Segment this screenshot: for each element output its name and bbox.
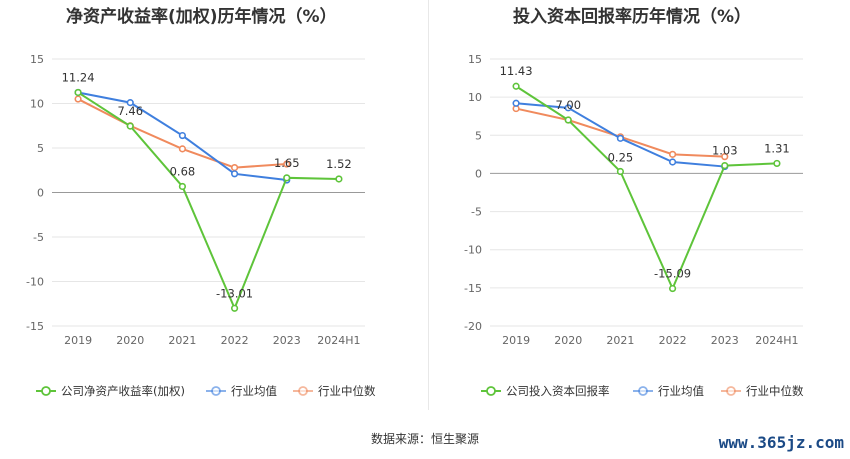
left-chart-title: 净资产收益率(加权)历年情况（%）: [66, 7, 337, 27]
chart-1-series-0-point: [616, 167, 625, 176]
chart-1-y-tick-label: 0: [475, 167, 482, 180]
chart-1-data-label: 1.03: [712, 144, 738, 158]
chart-1-series-1-point: [616, 134, 625, 142]
chart-1-y-tick-label: -20: [464, 320, 482, 333]
chart-0-series-0-point: [178, 182, 187, 191]
chart-0-y-tick-label: 15: [30, 53, 44, 66]
chart-0-y-tick-label: -5: [33, 231, 44, 244]
chart-0-y-tick-label: 10: [30, 98, 44, 111]
chart-1-series-2-line: [515, 107, 725, 158]
chart-1-y-tick-label: 10: [468, 91, 482, 104]
chart-0-series-0-line: [77, 91, 339, 311]
chart-1-series-0-point: [773, 159, 781, 168]
chart-0-y-tick-label: -15: [26, 320, 44, 333]
chart-0-data-label: -13.01: [216, 286, 253, 300]
chart-0-data-label: 1.52: [326, 157, 352, 171]
chart-1-series-0-point: [564, 116, 572, 124]
chart-0-series-0-point: [335, 175, 343, 183]
chart-1-x-tick-label: 2024H1: [755, 334, 798, 347]
chart-0-y-tick-label: 5: [37, 142, 44, 155]
chart-0-data-label: 1.65: [274, 156, 300, 170]
chart-1-series-1-point: [668, 158, 677, 166]
chart-1-y-tick-label: -15: [464, 282, 482, 295]
chart-0-series-0-point: [74, 88, 82, 97]
chart-1-series-2-point: [668, 150, 677, 158]
chart-1-legend-swatch-marker: [726, 386, 736, 396]
chart-0-x-tick-label: 2021: [168, 334, 196, 347]
chart-1-legend-item-2: 行业中位数: [721, 384, 804, 398]
chart-1-y-tick-label: 15: [468, 53, 482, 66]
watermark-logo: www.365jz.com: [718, 433, 844, 452]
chart-1-x-tick-label: 2021: [606, 334, 634, 347]
chart-1-series-0-line: [515, 85, 777, 292]
chart-0-x-tick-label: 2020: [116, 334, 144, 347]
data-source: 数据来源：恒生聚源: [370, 432, 479, 446]
chart-1-data-label: 1.31: [764, 141, 790, 155]
chart-1-x-tick-label: 2023: [711, 334, 739, 347]
chart-1-legend-swatch-marker: [638, 386, 648, 396]
chart-0-plot: 15 10 5 0 -5 -10 -15 2019 2020 2021 2022 2023 2024H1…: [26, 53, 365, 347]
chart-0-legend-label: 行业中位数: [318, 384, 376, 398]
chart-0-legend-swatch-marker: [41, 386, 51, 396]
chart-0-legend-item-1: 行业均值: [206, 384, 277, 398]
right-chart-title: 投入资本回报率历年情况（%）: [513, 7, 752, 27]
chart-0-legend-label: 公司净资产收益率(加权): [61, 384, 185, 398]
chart-0-series-2-point: [74, 95, 82, 103]
chart-1-data-label: 11.43: [500, 64, 533, 78]
chart-1-legend-item-1: 行业均值: [633, 384, 704, 398]
chart-1-data-label: -15.09: [654, 267, 691, 281]
chart-1-y-tick-label: 5: [475, 129, 482, 142]
chart-0-data-label: 11.24: [62, 70, 95, 84]
chart-1-plot: 15 10 5 0 -5 -10 -15 -20 2019 2020 2021 2022 2023 202…: [464, 53, 803, 347]
chart-1-y-tick-label: -5: [471, 206, 482, 219]
chart-0-legend-item-2: 行业中位数: [293, 384, 376, 398]
chart-0-legend-swatch-marker: [211, 386, 221, 396]
chart-0-series-0-point: [126, 122, 134, 130]
chart-0-legend-item-0: 公司净资产收益率(加权): [36, 384, 185, 398]
chart-1-series-0-point: [721, 161, 729, 170]
chart-1-x-tick-label: 2019: [502, 334, 530, 347]
chart-0-series-2-point: [283, 160, 291, 168]
chart-0-data-label: 0.68: [170, 164, 196, 178]
chart-1-legend-label: 公司投入资本回报率: [506, 384, 610, 398]
chart-1-series-0-point: [512, 82, 520, 90]
chart-1-series-1-point: [564, 104, 572, 112]
chart-0-x-tick-label: 2024H1: [317, 334, 360, 347]
chart-0-y-tick-label: -10: [26, 276, 44, 289]
chart-1-series-0-point: [668, 284, 677, 293]
chart-0-series-0-point: [283, 174, 291, 182]
chart-0-series-0-point: [230, 304, 239, 312]
chart-1-series-1-point: [512, 99, 520, 107]
chart-0-series-2-point: [178, 145, 187, 153]
chart-1-legend-label: 行业中位数: [746, 384, 804, 398]
chart-1-x-tick-label: 2020: [554, 334, 582, 347]
chart-0-series-1-point: [230, 170, 239, 178]
chart-1-series-2-point: [721, 153, 729, 161]
chart-1-x-tick-label: 2022: [659, 334, 687, 347]
chart-1-data-label: 7.00: [555, 98, 581, 112]
panel-divider: [428, 0, 429, 410]
chart-0-y-tick-label: 0: [37, 187, 44, 200]
chart-0-data-label: 7.46: [117, 104, 143, 118]
chart-0-legend-label: 行业均值: [231, 384, 277, 398]
chart-0-x-tick-label: 2019: [64, 334, 92, 347]
chart-0-series-2-point: [230, 163, 239, 172]
chart-1-legend-item-0: 公司投入资本回报率: [481, 384, 610, 398]
chart-1-legend-swatch-marker: [486, 386, 496, 396]
chart-0-x-tick-label: 2022: [221, 334, 249, 347]
chart-1-y-tick-label: -10: [464, 244, 482, 257]
chart-0-series-1-point: [178, 131, 187, 140]
chart-0-series-1-point: [126, 99, 134, 107]
chart-1-data-label: 0.25: [608, 151, 634, 165]
chart-0-x-tick-label: 2023: [273, 334, 301, 347]
chart-0-legend-swatch-marker: [298, 386, 308, 396]
chart-1-legend-label: 行业均值: [658, 384, 704, 398]
